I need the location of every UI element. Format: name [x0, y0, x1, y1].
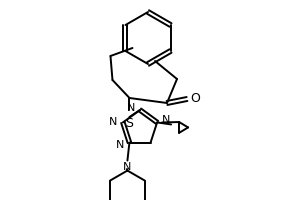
- Text: N: N: [127, 103, 135, 113]
- Text: N: N: [162, 115, 170, 125]
- Text: N: N: [116, 140, 124, 150]
- Text: S: S: [125, 117, 134, 130]
- Text: O: O: [190, 92, 200, 106]
- Text: N: N: [109, 117, 117, 127]
- Text: N: N: [123, 162, 132, 172]
